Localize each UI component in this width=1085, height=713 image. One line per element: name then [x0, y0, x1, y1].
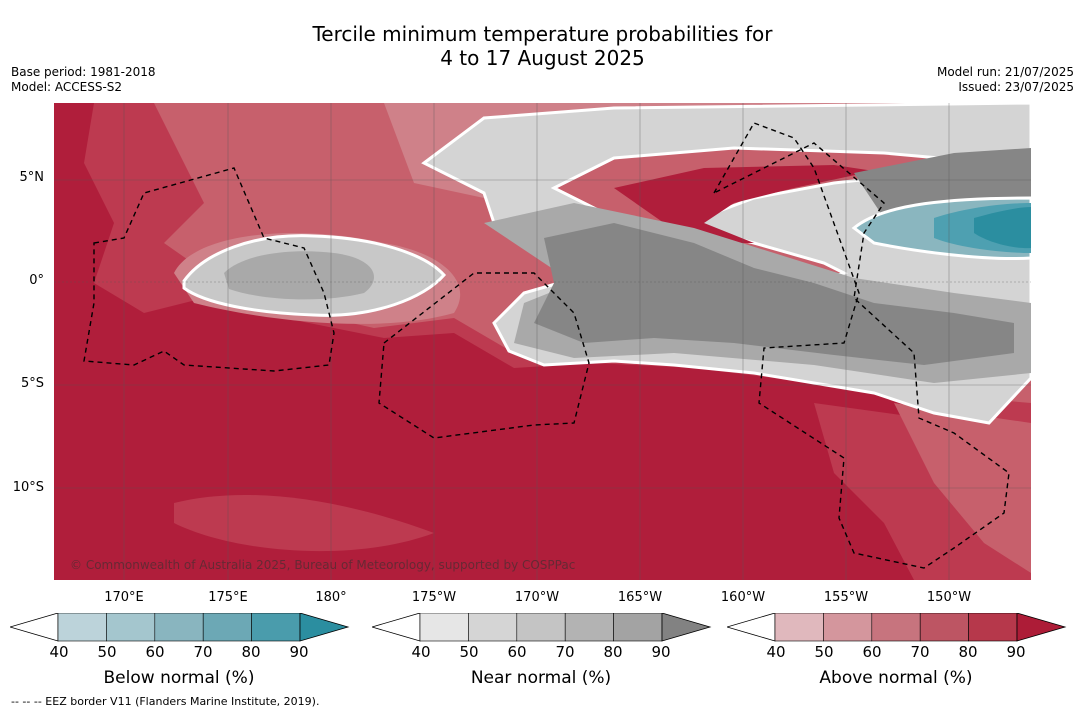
eez-borders [83, 122, 1010, 569]
lat-label-5n: 5°N [19, 170, 45, 185]
colorbar-above [727, 613, 1067, 642]
near-tick: 80 [603, 643, 623, 661]
colorbar-swatch [968, 613, 1018, 642]
above-tick: 40 [766, 643, 786, 661]
near-arrow-low [372, 613, 421, 642]
below-arrow-low [10, 613, 59, 642]
colorbar-swatch [919, 613, 969, 642]
colorbar-swatch [106, 613, 156, 642]
model-run: Model run: 21/07/2025 [936, 65, 1074, 79]
colorbar-swatch [774, 613, 824, 642]
above-tick: 70 [910, 643, 930, 661]
above-tick: 60 [862, 643, 882, 661]
near-80-west [224, 251, 374, 300]
colorbar-swatch [419, 613, 469, 642]
below-swatches [57, 613, 301, 642]
colorbar-swatch [251, 613, 301, 642]
above-tick: 50 [814, 643, 834, 661]
below-tick: 60 [145, 643, 165, 661]
lat-label-5s: 5°S [20, 376, 44, 391]
eez-legend-note: -- -- -- EEZ border V11 (Flanders Marine… [11, 695, 320, 708]
graticule [54, 103, 1031, 580]
colorbar-swatch [613, 613, 663, 642]
map-title: Tercile minimum temperature probabilitie… [0, 22, 1085, 70]
below-90-core [974, 207, 1031, 249]
above-80-south [174, 494, 434, 552]
eez-kiribati-line [712, 122, 1010, 569]
colorbar-swatch [202, 613, 252, 642]
colorbar-swatch [516, 613, 566, 642]
lon-label-175e: 175°E [208, 590, 248, 605]
base-period: Base period: 1981-2018 [11, 65, 156, 79]
eez-tuvalu-tokelau [378, 272, 590, 439]
lon-label-155w: 155°W [823, 590, 869, 605]
near-tick: 50 [459, 643, 479, 661]
lon-label-150w: 150°W [926, 590, 972, 605]
near-arrow-high [661, 613, 712, 642]
below-tick: 70 [193, 643, 213, 661]
probability-map [54, 103, 1031, 580]
colorbar-swatch [57, 613, 107, 642]
colorbar-swatch [871, 613, 921, 642]
lat-label-10s: 10°S [12, 480, 44, 495]
colorbar-swatch [823, 613, 873, 642]
near-tick: 90 [651, 643, 671, 661]
meta-right: Model run: 21/07/2025 Issued: 23/07/2025 [937, 65, 1074, 95]
model-name: Model: ACCESS-S2 [11, 80, 123, 94]
above-tick: 80 [958, 643, 978, 661]
below-arrow-high [299, 613, 350, 642]
lon-label-180: 180° [315, 590, 347, 605]
above-arrow-high [1016, 613, 1067, 642]
above-arrow-low [727, 613, 776, 642]
near-tick: 70 [555, 643, 575, 661]
above-swatches [774, 613, 1018, 642]
colorbar-swatch [154, 613, 204, 642]
above-90-tongue [614, 165, 874, 243]
copyright-note: © Commonwealth of Australia 2025, Bureau… [70, 558, 576, 572]
lon-label-170e: 170°E [104, 590, 144, 605]
near-90-core [534, 223, 1014, 365]
below-tick: 80 [241, 643, 261, 661]
lon-label-160w: 160°W [720, 590, 766, 605]
below-tick: 40 [49, 643, 69, 661]
issued-date: Issued: 23/07/2025 [958, 80, 1074, 94]
near-tick: 40 [411, 643, 431, 661]
near-normal-title: Near normal (%) [470, 668, 612, 688]
eez-kiribati-gilbert [83, 167, 335, 372]
meta-left: Base period: 1981-2018 Model: ACCESS-S2 [11, 65, 156, 95]
colorbar-swatch [468, 613, 518, 642]
below-normal-title: Below normal (%) [103, 668, 255, 688]
near-tick: 60 [507, 643, 527, 661]
map-svg [54, 103, 1031, 580]
colorbar-below [10, 613, 350, 642]
lat-label-0: 0° [29, 273, 44, 288]
below-tick: 90 [289, 643, 309, 661]
near-swatches [419, 613, 663, 642]
lon-label-175w: 175°W [411, 590, 457, 605]
colorbar-near [372, 613, 712, 642]
lon-label-165w: 165°W [617, 590, 663, 605]
lon-label-170w: 170°W [514, 590, 560, 605]
title-line-1: Tercile minimum temperature probabilitie… [312, 22, 773, 46]
below-tick: 50 [97, 643, 117, 661]
title-line-2: 4 to 17 August 2025 [440, 46, 645, 70]
above-tick: 90 [1006, 643, 1026, 661]
colorbar-swatch [564, 613, 614, 642]
above-normal-title: Above normal (%) [819, 668, 973, 688]
